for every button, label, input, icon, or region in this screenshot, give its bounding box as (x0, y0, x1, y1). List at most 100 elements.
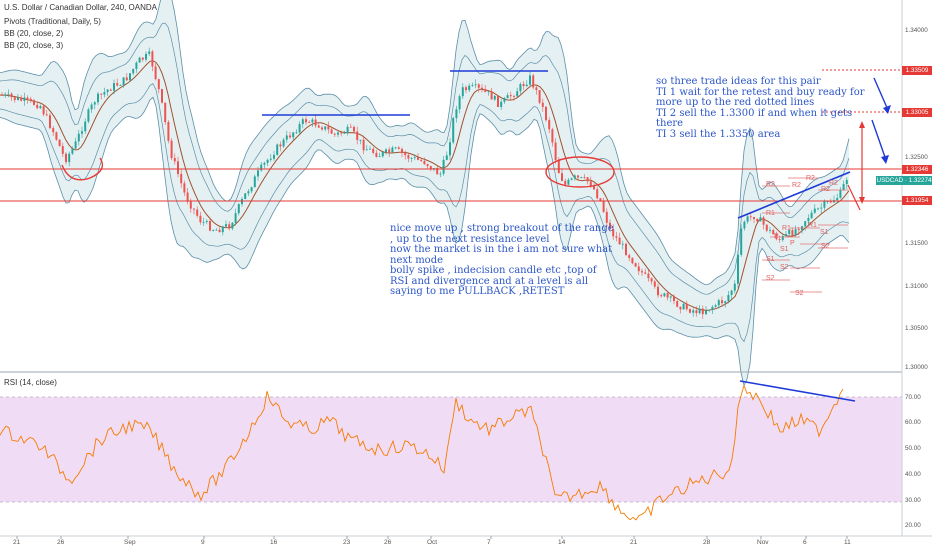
candle-body (250, 187, 253, 192)
candle-body (365, 149, 368, 151)
candle-body (132, 68, 135, 74)
candle-body (580, 177, 583, 178)
candle-body (631, 257, 634, 264)
candle-body (541, 102, 544, 107)
rsi-legend[interactable]: RSI (14, close) (4, 378, 57, 387)
candle-body (465, 87, 467, 91)
pivot-label: R2 (792, 182, 801, 189)
bb2-lower-line (0, 83, 850, 343)
candle-body (141, 57, 144, 60)
candle-body (23, 97, 26, 101)
candle-body (519, 83, 522, 92)
candle-body (375, 152, 378, 157)
candle-body (426, 164, 429, 167)
candle-body (484, 89, 487, 92)
candle-body (810, 212, 813, 219)
candle-body (785, 234, 787, 237)
candle-body (225, 224, 227, 227)
candle-body (74, 141, 77, 149)
time-label: 26 (384, 539, 392, 546)
candle-body (705, 310, 707, 315)
analysis-note[interactable]: nice move up , strong breakout of the ra… (390, 223, 614, 297)
candle-body (36, 104, 39, 109)
arrow-down-icon (871, 119, 887, 161)
candle-body (487, 91, 490, 93)
candle-body (282, 139, 285, 147)
candle-body (151, 51, 154, 67)
candle-body (570, 178, 573, 180)
candle-body (93, 102, 96, 105)
candle-body (378, 156, 381, 158)
candle-body (605, 211, 608, 223)
candle-body (289, 135, 291, 138)
candle-body (381, 152, 384, 157)
candle-body (394, 147, 397, 149)
candle-body (769, 229, 771, 231)
candle-body (183, 183, 186, 193)
rsi-line (0, 383, 844, 521)
candle-body (554, 142, 557, 161)
candle-body (65, 153, 67, 163)
rsi-divergence-line (739, 380, 856, 402)
candle-body (535, 87, 538, 91)
candle-body (717, 300, 720, 306)
candle-body (87, 109, 90, 122)
pivot-label: R2 (806, 175, 815, 182)
candle-body (58, 139, 61, 147)
candle-body (337, 132, 339, 135)
candle-body (157, 79, 160, 90)
candle-body (474, 84, 477, 86)
candle-body (49, 115, 51, 129)
pivots-legend[interactable]: Pivots (Traditional, Daily, 5) (4, 17, 101, 26)
time-label: 21 (630, 539, 638, 546)
time-label: 7 (487, 539, 491, 546)
candle-body (180, 173, 183, 184)
candle-body (676, 300, 679, 307)
candle-body (7, 93, 10, 95)
arrow-down-icon (883, 105, 891, 114)
bb2-legend[interactable]: BB (20, close, 2) (4, 29, 64, 38)
candle-body (186, 192, 189, 202)
trade-ideas-note[interactable]: so three trade ideas for this pair TI 1 … (656, 76, 865, 140)
candle-body (97, 93, 99, 103)
candle-body (458, 96, 461, 110)
candle-body (369, 148, 371, 150)
candle-body (727, 294, 730, 302)
candle-body (708, 309, 711, 311)
candle-body (417, 157, 419, 160)
candle-body (612, 228, 615, 237)
candle-body (423, 160, 426, 165)
candle-body (733, 283, 736, 291)
candle-body (305, 119, 307, 123)
candle-body (545, 106, 547, 121)
candle-body (548, 120, 551, 130)
candle-body (295, 132, 298, 134)
candle-body (4, 94, 7, 96)
candle-body (119, 85, 122, 86)
rsi-axis-label: 30.00 (905, 497, 921, 504)
candle-body (145, 53, 147, 60)
candle-body (471, 85, 474, 86)
candle-body (125, 77, 128, 81)
candle-body (506, 95, 509, 99)
candle-body (842, 184, 845, 191)
candle-body (167, 122, 170, 141)
candle-body (641, 271, 643, 273)
candle-body (346, 126, 349, 134)
candle-body (845, 179, 848, 185)
candle-body (314, 119, 317, 126)
candle-body (388, 149, 391, 153)
candle-body (698, 308, 701, 314)
candle-body (657, 286, 659, 296)
candle-body (298, 124, 301, 133)
candles (1, 47, 848, 319)
bb3-legend[interactable]: BB (20, close, 3) (4, 41, 64, 50)
candle-body (138, 57, 141, 63)
range-arrow-head-down (859, 197, 865, 204)
candle-body (189, 201, 192, 209)
candle-body (215, 229, 218, 231)
price-label: 1.30000 (905, 364, 928, 371)
candle-body (253, 176, 256, 188)
candle-body (26, 97, 29, 99)
